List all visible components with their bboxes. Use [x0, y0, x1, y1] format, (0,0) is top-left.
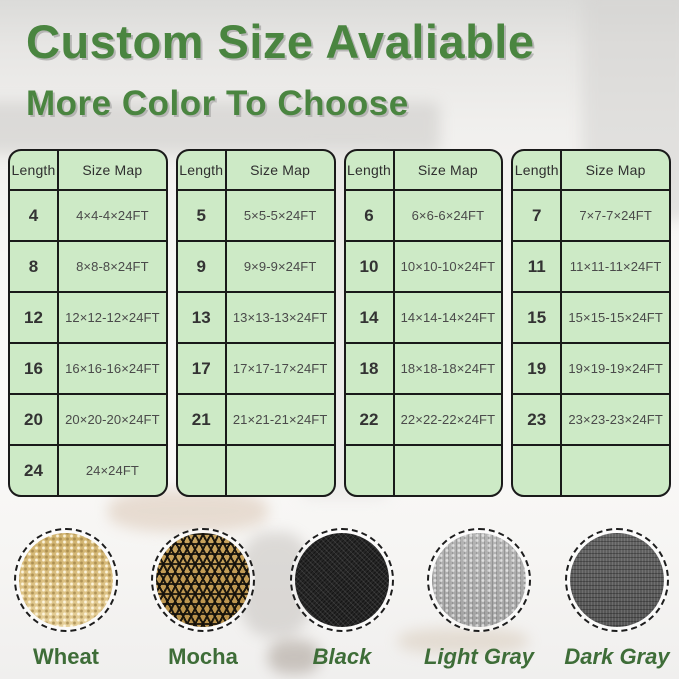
swatch-ring-black [290, 528, 394, 632]
length-value: 23 [513, 395, 561, 444]
length-value: 21 [177, 395, 225, 444]
size-tables: Length Size Map 4 4×4-4×24FT 8 8×8-8×24FT 12 12… [8, 149, 671, 497]
size-map-column-header: Size Map [562, 151, 669, 189]
size-map-value: 13×13-13×24FT [226, 293, 334, 342]
length-value: 20 [10, 395, 57, 444]
size-map-value: 9×9-9×24FT [226, 242, 334, 291]
swatch-ring-light-gray [427, 528, 531, 632]
color-swatches: Wheat Mocha Black Light Gray Dark Gray [0, 528, 679, 673]
size-map-value: 23×23-23×24FT [562, 395, 669, 444]
fabric-sample-dark-gray [570, 533, 664, 627]
length-value: 16 [10, 344, 57, 393]
size-map-value: 6×6-6×24FT [394, 191, 502, 240]
size-map-value: 19×19-19×24FT [562, 344, 669, 393]
size-table-1: Length Size Map 4 4×4-4×24FT 8 8×8-8×24FT 12 12… [8, 149, 168, 497]
size-map-value: 22×22-22×24FT [394, 395, 502, 444]
fabric-sample-black [295, 533, 389, 627]
length-value: 18 [345, 344, 393, 393]
size-map-value: 5×5-5×24FT [226, 191, 334, 240]
length-value: 8 [10, 242, 57, 291]
size-map-value: 14×14-14×24FT [394, 293, 502, 342]
length-value: 10 [345, 242, 393, 291]
length-value: 24 [10, 446, 57, 495]
length-value: 14 [345, 293, 393, 342]
size-map-value: 11×11-11×24FT [562, 242, 669, 291]
size-map-column-header: Size Map [394, 151, 502, 189]
swatch-ring-dark-gray [565, 528, 669, 632]
length-value: 4 [10, 191, 57, 240]
swatch-wheat: Wheat [0, 528, 136, 670]
fabric-sample-light-gray [432, 533, 526, 627]
size-map-value [394, 446, 502, 495]
size-table-4: Length Size Map 7 7×7-7×24FT 11 11×11-11×24FT… [511, 149, 671, 497]
size-map-value: 18×18-18×24FT [394, 344, 502, 393]
swatch-ring-wheat [14, 528, 118, 632]
length-value: 5 [177, 191, 225, 240]
length-value: 7 [513, 191, 561, 240]
size-map-value: 15×15-15×24FT [562, 293, 669, 342]
size-map-value: 8×8-8×24FT [59, 242, 166, 291]
length-value: 13 [177, 293, 225, 342]
page-title: Custom Size Avaliable [26, 15, 535, 68]
swatch-label-dark-gray: Dark Gray [564, 644, 670, 669]
swatch-light-gray: Light Gray [409, 528, 549, 670]
length-value: 17 [177, 344, 225, 393]
size-map-value: 7×7-7×24FT [562, 191, 669, 240]
size-table-2: Length Size Map 5 5×5-5×24FT 9 9×9-9×24FT 13 13… [175, 149, 336, 497]
swatch-mocha: Mocha [133, 528, 273, 670]
swatch-label-black: Black [312, 644, 372, 669]
swatch-ring-mocha [151, 528, 255, 632]
size-map-value [562, 446, 669, 495]
length-column-header: Length [513, 151, 561, 189]
size-map-value: 20×20-20×24FT [59, 395, 166, 444]
length-value: 9 [177, 242, 225, 291]
swatch-label-mocha: Mocha [168, 644, 238, 669]
length-column-header: Length [177, 151, 225, 189]
length-value: 6 [345, 191, 393, 240]
page-subtitle: More Color To Choose [26, 84, 409, 123]
length-value: 22 [345, 395, 393, 444]
size-map-value [226, 446, 334, 495]
length-value [513, 446, 561, 495]
size-map-column-header: Size Map [59, 151, 166, 189]
fabric-sample-mocha [156, 533, 250, 627]
length-value: 15 [513, 293, 561, 342]
size-map-value: 10×10-10×24FT [394, 242, 502, 291]
size-map-column-header: Size Map [226, 151, 334, 189]
length-value: 19 [513, 344, 561, 393]
length-value: 11 [513, 242, 561, 291]
length-value [345, 446, 393, 495]
fabric-sample-wheat [19, 533, 113, 627]
swatch-black: Black [272, 528, 412, 670]
size-map-value: 21×21-21×24FT [226, 395, 334, 444]
size-map-value: 24×24FT [59, 446, 166, 495]
length-value [177, 446, 225, 495]
size-map-value: 17×17-17×24FT [226, 344, 334, 393]
length-column-header: Length [345, 151, 393, 189]
swatch-label-wheat: Wheat [33, 644, 99, 669]
length-column-header: Length [10, 151, 57, 189]
size-map-value: 12×12-12×24FT [59, 293, 166, 342]
size-table-3: Length Size Map 6 6×6-6×24FT 10 10×10-10×24FT… [343, 149, 504, 497]
length-value: 12 [10, 293, 57, 342]
size-map-value: 4×4-4×24FT [59, 191, 166, 240]
swatch-label-light-gray: Light Gray [423, 644, 534, 669]
size-map-value: 16×16-16×24FT [59, 344, 166, 393]
swatch-dark-gray: Dark Gray [547, 528, 679, 670]
